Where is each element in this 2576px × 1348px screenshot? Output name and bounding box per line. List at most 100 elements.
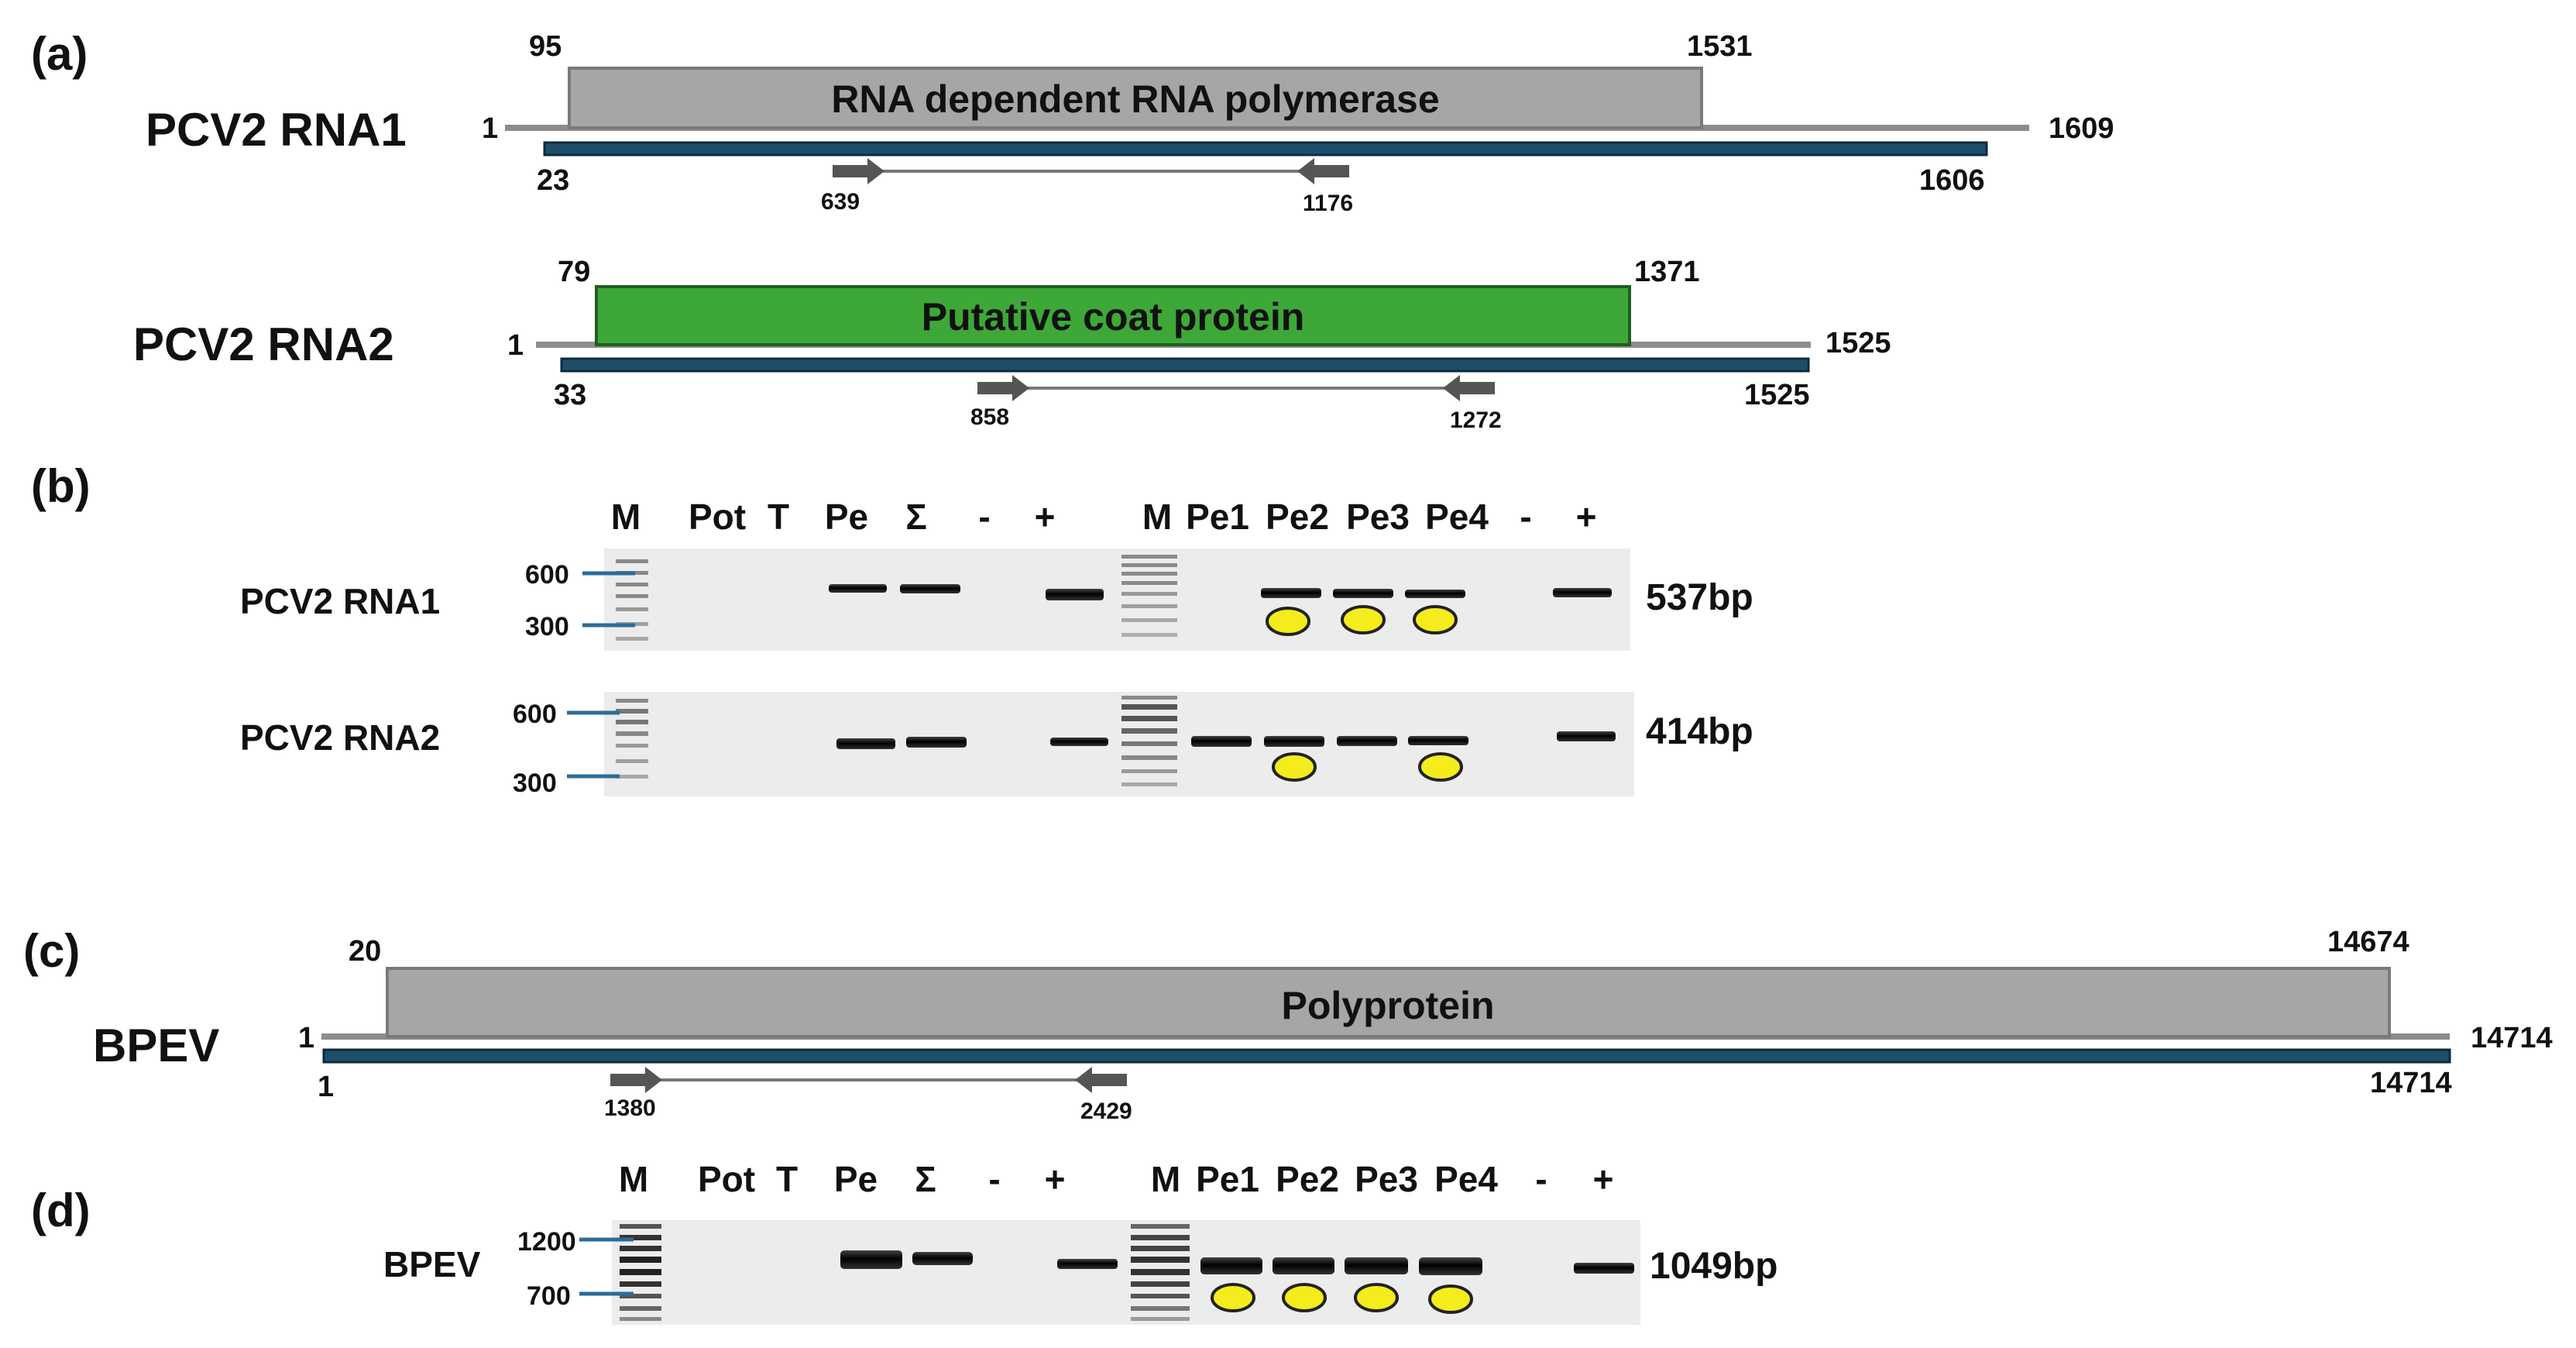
bpev-orf-start: 20 bbox=[349, 935, 381, 968]
gel-b-row1-band-pos bbox=[1046, 589, 1104, 600]
gel-d-lane-pos2: + bbox=[1593, 1159, 1614, 1199]
bpev-orf-end: 14674 bbox=[2327, 926, 2409, 958]
rna1-orf-label: RNA dependent RNA polymerase bbox=[831, 77, 1439, 121]
gel-b-row2-band-pe1 bbox=[1191, 736, 1252, 747]
gel-b-row1-band-pe bbox=[829, 584, 887, 593]
bpev-contig-start: 1 bbox=[318, 1071, 334, 1103]
rna1-contig-start: 23 bbox=[537, 164, 569, 197]
gel-b-row2-ladder-left bbox=[616, 699, 648, 779]
rna2-genome-map: PCV2 RNA2 Putative coat protein 79 1371 … bbox=[133, 256, 1891, 433]
gel-b-row2-image bbox=[604, 692, 1634, 796]
gel-d-row1: BPEV 1200 700 1049bp bbox=[383, 1220, 1777, 1325]
gel-b-row2-band-pe2 bbox=[1264, 736, 1324, 747]
gel-d-lane-neg: - bbox=[988, 1159, 1000, 1199]
rna1-orf-box bbox=[568, 67, 1703, 129]
rna1-contig-bar bbox=[543, 141, 1988, 156]
gel-d-row1-band-pe bbox=[840, 1250, 902, 1269]
gel-b-row1-band-pe2 bbox=[1261, 588, 1321, 598]
rna2-genome-end: 1525 bbox=[1826, 327, 1891, 359]
gel-b-row2-marker-300: 300 bbox=[513, 769, 557, 798]
gel-b-lane-m2: M bbox=[1142, 497, 1172, 537]
rna2-primer-r-pos: 1272 bbox=[1450, 407, 1502, 433]
gel-d-lane-pos: + bbox=[1045, 1159, 1066, 1199]
gel-b-row2-label: PCV2 RNA2 bbox=[240, 717, 440, 758]
bpev-primer-f-pos: 1380 bbox=[604, 1095, 656, 1121]
gel-b-row2-marker-600: 600 bbox=[513, 700, 557, 729]
gel-d-row1-band-pe3 bbox=[1345, 1257, 1408, 1274]
bpev-orf-label: Polyprotein bbox=[1281, 984, 1494, 1027]
gel-d-lane-pe2: Pe2 bbox=[1276, 1159, 1339, 1199]
gel-b-lane-neg2: - bbox=[1520, 497, 1531, 537]
gel-b-lane-m: M bbox=[611, 497, 641, 537]
rna2-genome-start: 1 bbox=[507, 329, 524, 362]
panel-label-b: (b) bbox=[31, 460, 91, 512]
gel-d-lane-t: T bbox=[776, 1159, 798, 1199]
gel-d-row1-ladder-right bbox=[1131, 1224, 1190, 1321]
gel-b-row1-dot-pe4 bbox=[1413, 605, 1458, 634]
gel-b-row1-label: PCV2 RNA1 bbox=[240, 581, 440, 621]
gel-b-row1: PCV2 RNA1 600 300 537bp bbox=[240, 548, 1753, 651]
gel-d-row1-marker-700: 700 bbox=[527, 1281, 571, 1311]
gel-d-lane-pe3: Pe3 bbox=[1355, 1159, 1418, 1199]
gel-b-lane-pe1: Pe1 bbox=[1186, 497, 1249, 537]
gel-d-row1-band-pe4 bbox=[1419, 1257, 1482, 1275]
gel-d-row1-band-pe1 bbox=[1200, 1257, 1262, 1274]
gel-b-row1-dot-pe2 bbox=[1266, 607, 1310, 636]
rna2-orf-box bbox=[595, 285, 1631, 346]
bpev-forward-primer-arrow bbox=[610, 1067, 662, 1093]
rna1-orf-start: 95 bbox=[529, 30, 562, 63]
gel-d-lane-labels: M Pot T Pe Σ - + M Pe1 Pe2 Pe3 Pe4 - + bbox=[619, 1159, 1614, 1199]
bpev-genome-end: 14714 bbox=[2471, 1022, 2553, 1054]
gel-b-row1-dot-pe3 bbox=[1341, 605, 1386, 634]
gel-b-lane-pe2: Pe2 bbox=[1266, 497, 1329, 537]
panel-label-a: (a) bbox=[31, 28, 88, 80]
gel-b-row2-band-pos bbox=[1050, 738, 1108, 746]
gel-b-lane-pot: Pot bbox=[689, 497, 746, 537]
rna1-primer-f-pos: 639 bbox=[821, 189, 860, 215]
bpev-contig-bar bbox=[322, 1048, 2451, 1064]
gel-b-row1-image bbox=[604, 548, 1630, 651]
gel-b-lane-pos: + bbox=[1035, 497, 1056, 537]
gel-b-lane-pe: Pe bbox=[825, 497, 868, 537]
gel-d-row1-label: BPEV bbox=[383, 1244, 481, 1284]
gel-d-row1-dot-pe4 bbox=[1428, 1284, 1473, 1314]
gel-b-lane-pe4: Pe4 bbox=[1425, 497, 1489, 537]
gel-b-lane-neg: - bbox=[978, 497, 990, 537]
gel-b-row1-band-sigma bbox=[900, 584, 960, 593]
gel-d-row1-size: 1049bp bbox=[1650, 1246, 1777, 1287]
gel-d-lane-sigma: Σ bbox=[915, 1159, 936, 1199]
rna1-forward-primer-arrow bbox=[833, 158, 884, 184]
rna1-primer-r-pos: 1176 bbox=[1303, 191, 1353, 216]
rna2-contig-bar bbox=[560, 357, 1810, 373]
gel-b-lane-sigma: Σ bbox=[905, 497, 927, 537]
panel-label-d: (d) bbox=[31, 1185, 91, 1236]
gel-d-row1-marker-1200: 1200 bbox=[517, 1227, 576, 1257]
gel-d-row1-image bbox=[612, 1220, 1640, 1325]
gel-b-row2-dot-pe4 bbox=[1418, 752, 1463, 782]
rna1-reverse-primer-arrow bbox=[1297, 158, 1349, 184]
rna1-name: PCV2 RNA1 bbox=[146, 104, 407, 156]
gel-b-lane-labels: M Pot T Pe Σ - + M Pe1 Pe2 Pe3 Pe4 - + bbox=[611, 497, 1597, 537]
rna2-reverse-primer-arrow bbox=[1443, 375, 1495, 401]
panel-label-c: (c) bbox=[23, 925, 80, 977]
gel-d-row1-dot-pe1 bbox=[1211, 1283, 1255, 1312]
gel-b-lane-t: T bbox=[768, 497, 789, 537]
gel-b-row2-dot-pe2 bbox=[1272, 752, 1317, 782]
gel-b-row2-band-pe bbox=[836, 738, 895, 749]
bpev-name: BPEV bbox=[93, 1020, 219, 1071]
gel-d-lane-pot: Pot bbox=[698, 1159, 755, 1199]
gel-b-row2-band-pe4 bbox=[1408, 736, 1468, 745]
gel-b-row1-size: 537bp bbox=[1646, 577, 1753, 618]
rna2-contig-end: 1525 bbox=[1744, 379, 1810, 411]
gel-b-row1-marker-300: 300 bbox=[525, 612, 569, 641]
gel-d-row1-band-pe2 bbox=[1273, 1257, 1334, 1274]
gel-b-row2: PCV2 RNA2 600 300 414bp bbox=[240, 692, 1753, 798]
rna2-orf-end: 1371 bbox=[1634, 256, 1700, 288]
gel-b-row1-band-pe4 bbox=[1405, 590, 1465, 598]
rna1-orf-end: 1531 bbox=[1687, 30, 1753, 63]
gel-d-lane-m2: M bbox=[1151, 1159, 1180, 1199]
gel-b-row2-band-pos2 bbox=[1557, 731, 1616, 741]
rna2-primer-f-pos: 858 bbox=[970, 404, 1009, 430]
gel-b-row1-band-pos2 bbox=[1553, 588, 1612, 597]
gel-b-row2-ladder-right bbox=[1121, 696, 1177, 786]
